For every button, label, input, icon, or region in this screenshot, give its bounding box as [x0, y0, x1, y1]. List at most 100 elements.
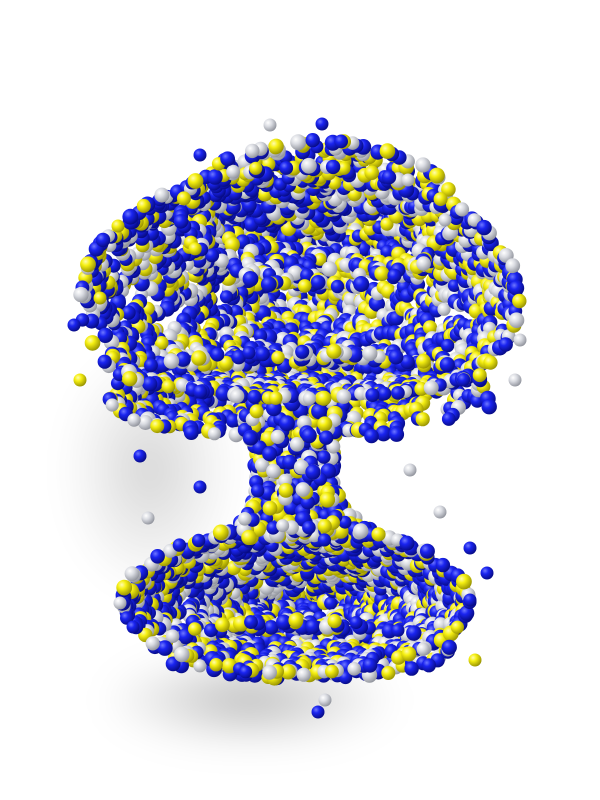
particle-blue [406, 625, 422, 641]
particle-yellow [483, 355, 498, 370]
particle-blue [302, 520, 316, 535]
particle-white [207, 427, 221, 441]
particle-white [165, 629, 180, 643]
particle-yellow [161, 379, 176, 394]
particle-blue [282, 454, 298, 470]
particle-blue [375, 425, 392, 442]
particle-yellow [154, 336, 169, 350]
particle-blue [193, 384, 208, 399]
particle-blue [231, 349, 246, 365]
particle-white [336, 389, 352, 404]
particle-blue [97, 327, 114, 343]
particle-blue [121, 305, 136, 320]
particle-blue [172, 538, 187, 552]
particle-yellow [401, 646, 417, 662]
particle-blue [362, 657, 378, 673]
particle-blue [388, 349, 404, 365]
particle-blue [225, 413, 241, 428]
particle-blue [481, 399, 497, 415]
particle-yellow [374, 266, 390, 282]
particle-blue [278, 415, 295, 432]
particle-blue [250, 483, 265, 498]
particle-yellow [415, 412, 430, 427]
particle-blue [204, 623, 218, 638]
particle-blue [205, 248, 220, 263]
particle-blue [447, 279, 461, 292]
particle-yellow [297, 279, 312, 293]
particle-white [416, 256, 431, 271]
particle-blue [263, 620, 279, 635]
particle-blue [387, 268, 402, 283]
particle-blue [191, 533, 206, 548]
particle-blue [391, 623, 405, 637]
particle-blue [324, 596, 338, 610]
particle-white [347, 662, 362, 676]
particle-blue [150, 549, 165, 564]
particle-yellow [380, 217, 394, 231]
particle-blue [440, 338, 455, 353]
particle-yellow [218, 355, 234, 371]
particle-blue [279, 161, 294, 175]
particle-white [321, 261, 338, 277]
particle-blue [253, 329, 268, 343]
particle-yellow [280, 664, 296, 680]
particle-white [105, 398, 119, 412]
particle-yellow [191, 350, 207, 366]
particle-blue [441, 412, 456, 426]
particle-yellow [268, 138, 284, 154]
particle-white [174, 646, 190, 663]
particle-blue [330, 279, 345, 294]
particle-yellow [271, 350, 285, 365]
particle-yellow [209, 658, 223, 672]
particle-blue [400, 354, 415, 370]
particle-blue [310, 275, 326, 290]
particle-cluster [67, 117, 527, 719]
particle-blue [305, 619, 321, 634]
particle-yellow [416, 353, 431, 369]
particle-blue [435, 557, 451, 573]
particle-yellow [433, 192, 448, 207]
particle-yellow [381, 666, 396, 680]
particle-white [416, 642, 430, 656]
particle-white [266, 463, 281, 479]
particle-blue [229, 304, 243, 319]
particle-blue [404, 661, 419, 676]
particle-blue [317, 450, 331, 464]
particle-blue [364, 428, 379, 444]
particle-blue [377, 386, 392, 401]
particle-yellow [379, 143, 396, 159]
particle-white [262, 665, 277, 680]
particle-yellow [325, 664, 339, 679]
particle-blue [219, 290, 234, 304]
particle-blue [369, 296, 385, 312]
particle-blue [295, 344, 310, 359]
particle-yellow [422, 320, 438, 335]
particle-blue [301, 427, 317, 444]
particle-yellow [313, 252, 327, 266]
particle-white [295, 482, 311, 497]
particle-blue [317, 533, 331, 547]
particle-blue [276, 614, 292, 630]
particle-white [290, 134, 307, 151]
particle-blue [157, 640, 173, 656]
particle-blue [353, 276, 370, 292]
particle-yellow [317, 416, 333, 432]
particle-white [270, 429, 285, 444]
particle-blue [319, 430, 334, 445]
particle-white [437, 302, 451, 316]
particle-white [245, 143, 260, 159]
particle-yellow [441, 182, 456, 197]
particle-blue [242, 346, 256, 360]
particle-white [193, 659, 207, 673]
particle-blue [215, 385, 232, 402]
particle-white [254, 457, 270, 473]
particle-blue [255, 346, 270, 362]
particle-white [293, 459, 309, 475]
particle-white [289, 437, 305, 452]
particle-blue [311, 403, 328, 420]
particle-yellow [326, 343, 342, 359]
particle-yellow [224, 236, 240, 253]
particle-white [137, 415, 153, 430]
